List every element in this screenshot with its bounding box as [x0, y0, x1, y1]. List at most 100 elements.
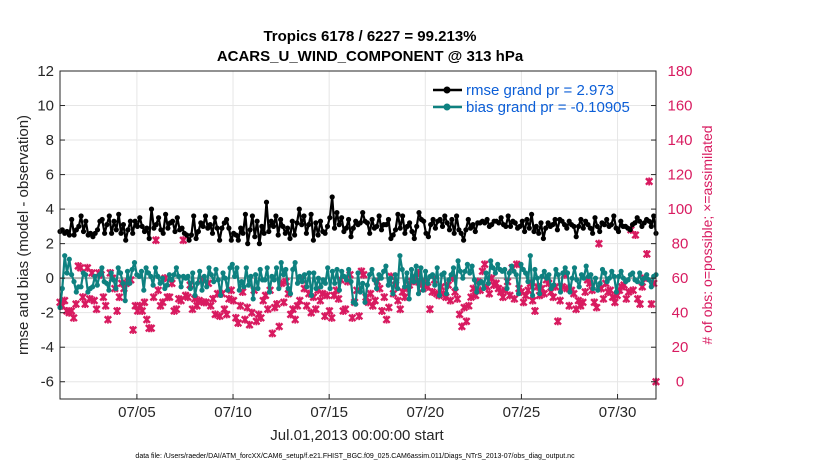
rmse-point — [592, 215, 598, 221]
rmse-point — [235, 237, 241, 243]
bias-point — [625, 277, 631, 283]
obs-count-marker — [311, 305, 320, 314]
obs-count-marker — [556, 296, 565, 305]
bias-point — [574, 277, 580, 283]
x-axis-label: Jul.01,2013 00:00:00 start — [270, 427, 444, 444]
bias-point — [304, 284, 310, 290]
bias-point — [597, 280, 603, 286]
bias-point — [136, 273, 142, 279]
rmse-point — [402, 230, 408, 236]
rmse-point — [601, 222, 608, 228]
obs-count-marker — [291, 315, 300, 324]
rmse-point — [139, 223, 145, 229]
left-tick-label: 4 — [46, 201, 54, 218]
rmse-point — [238, 225, 244, 231]
rmse-point — [296, 206, 302, 212]
bias-point — [192, 292, 198, 298]
bias-point — [481, 285, 487, 292]
bias-point — [94, 282, 100, 288]
rmse-point — [430, 216, 436, 223]
rmse-point — [80, 228, 87, 235]
rmse-point — [512, 220, 518, 226]
bias-point — [557, 289, 564, 295]
obs-count-marker — [366, 289, 375, 298]
obs-count-marker — [71, 300, 81, 309]
obs-count-marker — [380, 293, 389, 302]
rmse-series — [57, 194, 659, 247]
rmse-point — [346, 216, 352, 223]
bias-point — [166, 272, 172, 278]
rmse-point — [533, 223, 539, 229]
obs-count-marker — [581, 287, 590, 297]
bias-point — [453, 285, 459, 292]
rmse-point — [446, 227, 453, 233]
chart-subtitle: ACARS_U_WIND_COMPONENT @ 313 hPa — [217, 48, 524, 65]
obs-count-marker — [446, 296, 455, 305]
rmse-point — [174, 215, 180, 221]
rmse-point — [207, 222, 213, 228]
obs-count-marker — [635, 300, 645, 309]
bias-point — [229, 261, 235, 267]
right-tick-label: 40 — [672, 305, 689, 322]
bias-point — [523, 270, 529, 276]
rmse-point — [303, 230, 309, 236]
obs-count-markers — [55, 177, 661, 386]
bias-point — [432, 282, 438, 288]
rmse-point — [172, 228, 178, 235]
left-tick-label: 12 — [37, 63, 54, 80]
bias-point — [406, 296, 412, 302]
rmse-point — [240, 230, 246, 236]
left-y-axis: -6 -4 -2 0 2 4 6 8 10 12 — [37, 63, 65, 391]
bias-point — [250, 296, 256, 302]
x-tick-label: 07/05 — [118, 404, 156, 421]
bias-point — [616, 273, 622, 279]
bias-point — [646, 277, 652, 283]
rmse-point — [369, 216, 375, 223]
bias-point — [64, 270, 70, 276]
obs-count-marker — [377, 306, 387, 316]
rmse-point — [597, 228, 603, 235]
obs-count-marker — [263, 305, 272, 314]
bias-point — [562, 265, 568, 271]
rmse-point — [209, 230, 216, 236]
rmse-point — [552, 216, 558, 223]
bias-point — [129, 266, 135, 273]
rmse-point — [590, 230, 596, 236]
bias-point — [390, 291, 396, 297]
obs-count-marker — [103, 315, 113, 324]
rmse-point — [611, 213, 617, 219]
bias-point — [404, 270, 410, 276]
bias-point — [169, 277, 175, 283]
bias-point — [506, 270, 512, 276]
left-tick-label: 0 — [46, 270, 54, 287]
rmse-point — [259, 223, 265, 229]
bias-point — [104, 280, 110, 286]
rmse-point — [472, 228, 478, 235]
rmse-point — [120, 222, 126, 228]
bias-point — [159, 275, 165, 281]
rmse-point — [519, 218, 525, 224]
bias-point — [329, 268, 335, 274]
rmse-point — [188, 232, 194, 238]
bias-point — [469, 263, 475, 269]
right-tick-label: 20 — [672, 339, 689, 356]
obs-count-marker — [592, 303, 601, 312]
obs-count-marker — [183, 293, 192, 302]
rmse-point — [69, 216, 75, 223]
rmse-point — [184, 232, 190, 238]
right-tick-label: 140 — [667, 132, 692, 149]
rmse-point — [270, 223, 277, 229]
bias-point — [297, 273, 303, 279]
bias-point — [569, 275, 575, 281]
rmse-point — [367, 230, 373, 236]
obs-count-marker — [530, 306, 540, 316]
bias-point — [446, 277, 452, 283]
bias-point — [313, 285, 319, 292]
rmse-point — [651, 213, 657, 219]
bias-point — [367, 272, 373, 278]
bias-point — [211, 279, 217, 285]
rmse-point — [378, 227, 385, 233]
bias-point — [537, 291, 543, 297]
data-file-footer: data file: /Users/raeder/DAI/ATM_forcXX/… — [135, 453, 575, 460]
rmse-point — [153, 222, 159, 228]
